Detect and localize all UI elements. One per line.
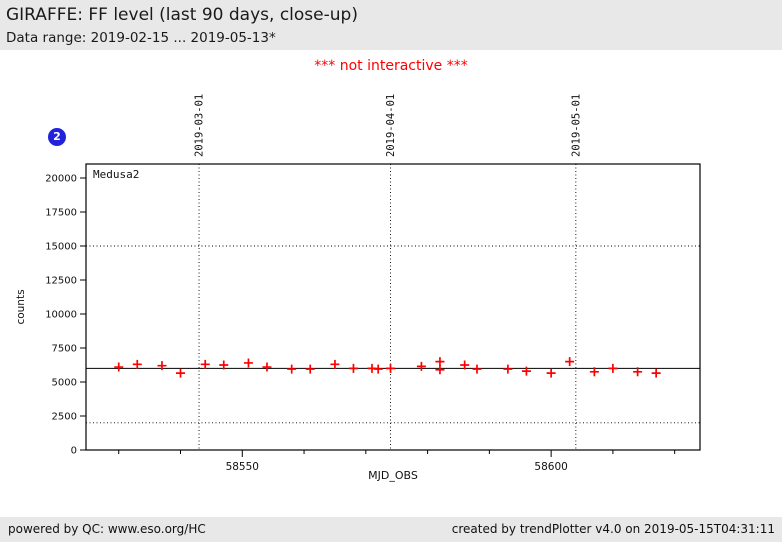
- y-tick-label: 5000: [52, 378, 77, 389]
- plot-number-badge: 2: [48, 128, 66, 146]
- footer-created-by: created by trendPlotter v4.0 on 2019-05-…: [451, 522, 775, 536]
- y-axis-title: counts: [15, 289, 27, 324]
- data-point: [651, 368, 661, 378]
- x-tick-label: 58550: [226, 461, 259, 473]
- y-tick-label: 10000: [45, 310, 77, 321]
- data-point: [546, 368, 556, 378]
- data-point: [330, 359, 340, 369]
- data-point: [472, 364, 482, 374]
- data-point: [521, 366, 531, 376]
- x-axis-title: MJD_OBS: [368, 469, 418, 482]
- y-tick-label: 15000: [45, 242, 77, 253]
- data-point: [243, 358, 253, 368]
- data-point: [503, 364, 513, 374]
- month-gridline-label: 2019-03-01: [194, 94, 206, 157]
- data-point: [460, 360, 470, 370]
- data-point: [435, 365, 445, 375]
- data-point: [348, 363, 358, 373]
- data-point: [287, 364, 297, 374]
- y-tick-label: 2500: [52, 412, 77, 423]
- data-point: [608, 363, 618, 373]
- data-point: [176, 368, 186, 378]
- data-range-subtitle: Data range: 2019-02-15 ... 2019-05-13*: [6, 30, 276, 46]
- data-point: [305, 364, 315, 374]
- data-point: [386, 363, 396, 373]
- plot-frame: [85, 163, 701, 451]
- data-point: [633, 367, 643, 377]
- data-point: [132, 359, 142, 369]
- x-tick-label: 58600: [534, 461, 567, 473]
- data-point: [416, 361, 426, 371]
- data-point: [157, 361, 167, 371]
- data-point: [435, 357, 445, 367]
- data-point: [262, 362, 272, 372]
- page-title: GIRAFFE: FF level (last 90 days, close-u…: [6, 5, 358, 25]
- y-tick-label: 0: [71, 446, 77, 457]
- footer-band: powered by QC: www.eso.org/HC created by…: [0, 517, 782, 542]
- data-point: [373, 364, 383, 374]
- data-point: [589, 367, 599, 377]
- series-inset-label: Medusa2: [93, 168, 139, 181]
- data-point: [219, 360, 229, 370]
- month-gridline-label: 2019-05-01: [570, 94, 582, 157]
- data-point: [200, 359, 210, 369]
- not-interactive-notice: *** not interactive ***: [314, 58, 468, 74]
- month-gridline-label: 2019-04-01: [385, 94, 397, 157]
- y-tick-label: 12500: [45, 276, 77, 287]
- y-tick-label: 17500: [45, 208, 77, 219]
- header-band: GIRAFFE: FF level (last 90 days, close-u…: [0, 0, 782, 50]
- y-tick-label: 7500: [52, 344, 77, 355]
- data-point: [565, 357, 575, 367]
- footer-powered-by: powered by QC: www.eso.org/HC: [8, 522, 206, 536]
- y-tick-label: 20000: [45, 174, 77, 185]
- data-point: [114, 362, 124, 372]
